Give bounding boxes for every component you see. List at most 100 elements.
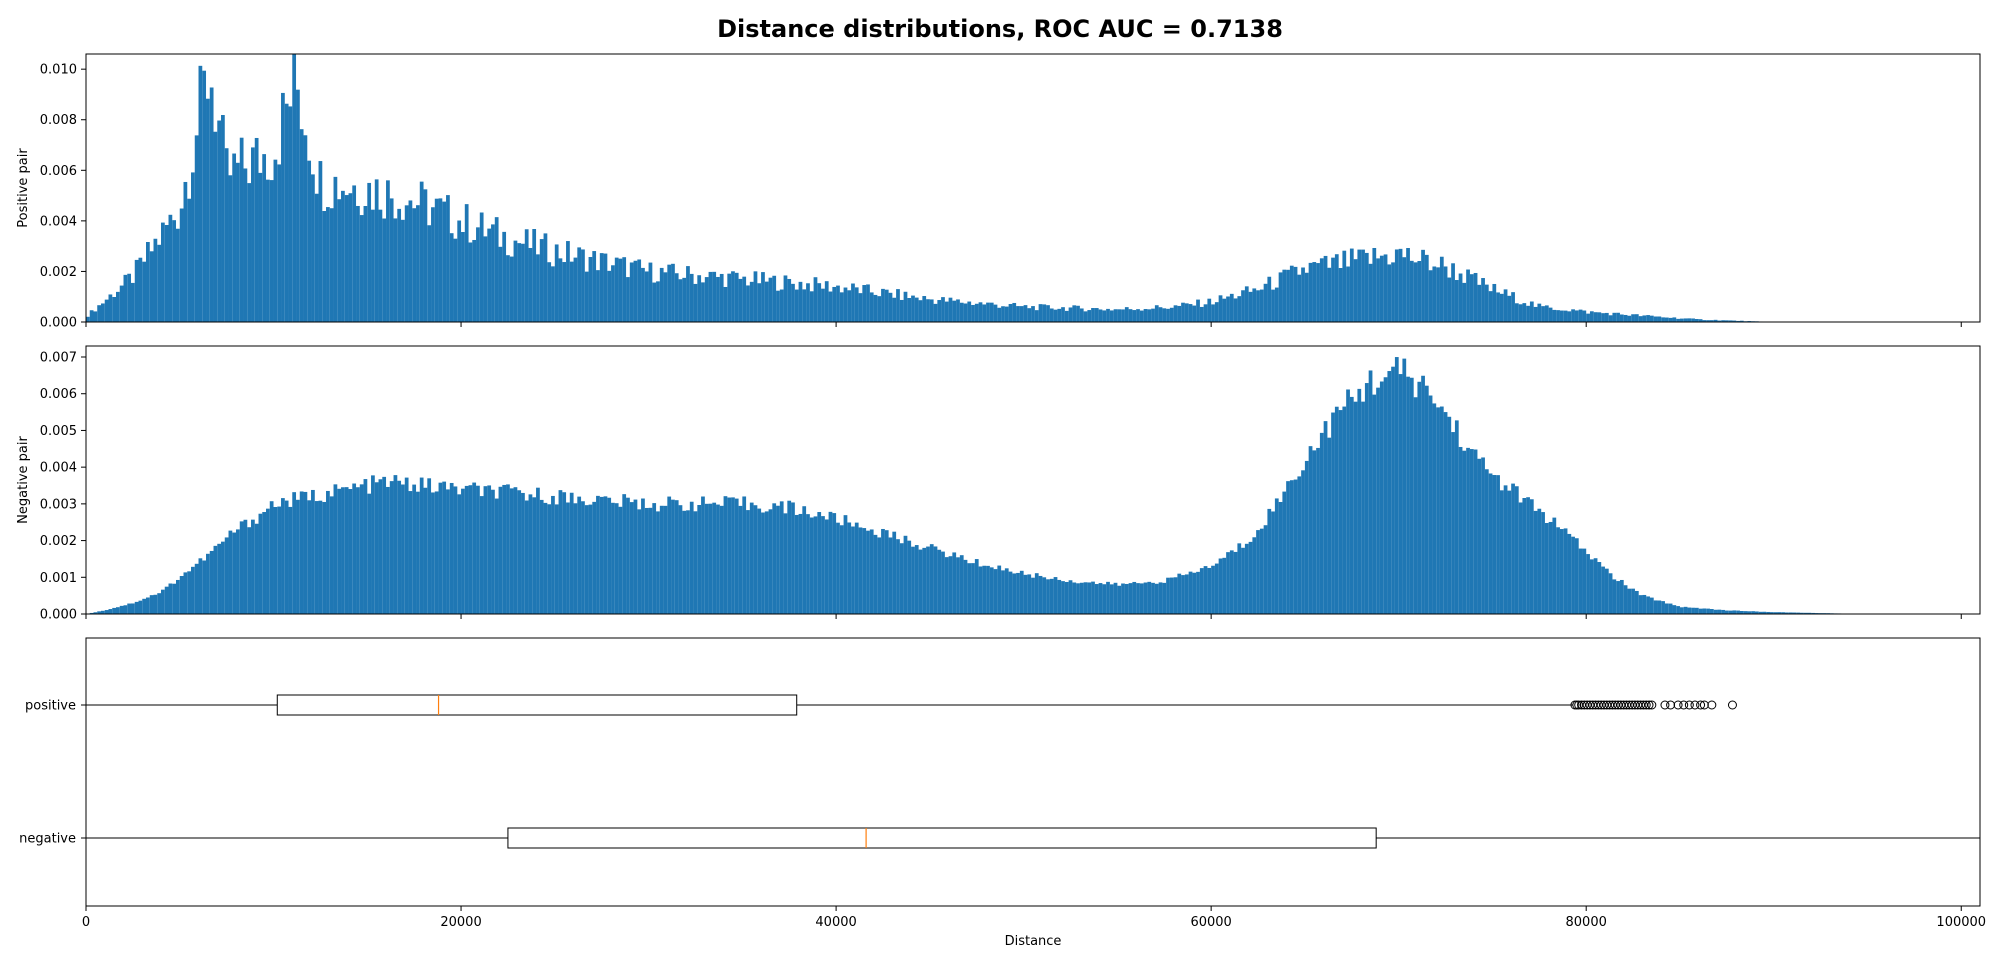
histogram-bar	[768, 509, 773, 614]
histogram-bar	[1747, 611, 1752, 614]
histogram-bar	[1349, 248, 1354, 322]
histogram-bar	[971, 304, 975, 322]
histogram-bar	[498, 246, 503, 322]
histogram-bar	[1439, 406, 1444, 614]
histogram-bar	[202, 560, 207, 614]
histogram-bar	[1526, 305, 1530, 322]
histogram-bar	[1496, 475, 1500, 614]
histogram-bar	[1713, 319, 1718, 322]
histogram-bar	[221, 541, 225, 614]
histogram-bar	[1364, 252, 1369, 322]
histogram-bar	[378, 209, 383, 322]
histogram-bar	[543, 233, 548, 322]
histogram-bar	[1256, 530, 1260, 614]
histogram-bar	[483, 236, 488, 322]
histogram-bar	[1244, 543, 1249, 614]
histogram-bar	[1619, 314, 1624, 322]
histogram-bar	[1169, 307, 1174, 322]
histogram-bar	[937, 300, 942, 322]
histogram-bar	[472, 239, 477, 322]
histogram-bar	[251, 519, 255, 614]
histogram-bar	[468, 242, 473, 322]
histogram-bar	[1582, 310, 1587, 322]
y-tick-label: 0.008	[40, 113, 77, 128]
histogram-bar	[948, 297, 953, 322]
histogram-bar	[896, 289, 900, 322]
histogram-bar	[1004, 568, 1009, 614]
histogram-bar	[1222, 298, 1227, 322]
histogram-bar	[761, 272, 765, 322]
histogram-bar	[558, 258, 563, 322]
histogram-bar	[1106, 308, 1110, 322]
histogram-bar	[956, 557, 960, 614]
histogram-bar	[502, 484, 507, 614]
histogram-bar	[929, 544, 934, 614]
histogram-bar	[618, 258, 623, 322]
histogram-bar	[1559, 310, 1564, 322]
histogram-bar	[836, 285, 840, 322]
histogram-bar	[1653, 316, 1658, 322]
histogram-bar	[888, 537, 893, 614]
histogram-bar	[989, 302, 994, 322]
histogram-bar	[967, 301, 972, 322]
histogram-bar	[708, 271, 713, 322]
histogram-bar	[1537, 508, 1542, 614]
histogram-bar	[528, 247, 533, 322]
histogram-bar	[1413, 262, 1418, 322]
histogram-bar	[172, 583, 177, 614]
histogram-bar	[1027, 574, 1032, 614]
category-label-negative: negative	[19, 832, 76, 847]
histogram-bar	[1166, 577, 1170, 614]
histogram-bar	[468, 485, 473, 614]
histogram-bar	[292, 492, 297, 614]
histogram-bar	[1439, 256, 1444, 322]
histogram-bar	[869, 292, 874, 322]
histogram-bar	[86, 316, 90, 322]
histogram-bar	[206, 553, 210, 614]
histogram-bar	[284, 103, 289, 322]
histogram-bar	[641, 498, 645, 614]
histogram-bar	[614, 503, 619, 614]
histogram-bar	[581, 249, 585, 322]
histogram-bar	[1402, 358, 1407, 614]
histogram-bar	[1136, 583, 1140, 614]
histogram-bar	[1499, 293, 1504, 322]
histogram-bar	[648, 262, 653, 322]
histogram-bar	[359, 215, 364, 322]
histogram-bar	[1608, 573, 1613, 614]
histogram-bar	[1537, 303, 1542, 322]
histogram-bar	[397, 480, 402, 614]
histogram-bar	[959, 302, 964, 322]
histogram-bar	[1346, 389, 1350, 614]
histogram-bar	[236, 529, 240, 614]
histogram-bar	[386, 486, 390, 614]
histogram-bar	[1372, 394, 1377, 614]
histogram-bar	[1631, 588, 1635, 614]
histogram-bar	[914, 545, 919, 614]
histogram-bar	[847, 522, 852, 614]
histogram-bar	[1664, 317, 1669, 322]
histogram-bar	[1604, 568, 1609, 614]
histogram-bar	[363, 206, 368, 322]
histogram-bar	[551, 266, 555, 322]
histogram-bar	[1252, 537, 1257, 614]
histogram-bar	[1316, 447, 1320, 614]
histogram-bar	[1124, 583, 1129, 614]
histogram-bar	[401, 219, 405, 322]
histogram-bar	[528, 494, 533, 614]
histogram-bar	[416, 491, 420, 614]
histogram-bar	[1327, 267, 1332, 322]
histogram-bar	[479, 496, 484, 614]
histogram-bar	[1522, 498, 1527, 614]
histogram-bar	[427, 478, 432, 614]
histogram-bar	[1447, 277, 1452, 322]
histogram-bar	[573, 503, 578, 614]
histogram-bar	[198, 65, 203, 322]
histogram-bar	[682, 277, 687, 322]
histogram-bar	[153, 594, 158, 614]
histogram-bar	[749, 281, 754, 322]
histogram-bar	[569, 492, 574, 614]
x-tick-label: 0	[82, 915, 90, 930]
histogram-bar	[731, 497, 735, 614]
histogram-bar	[1192, 572, 1197, 614]
